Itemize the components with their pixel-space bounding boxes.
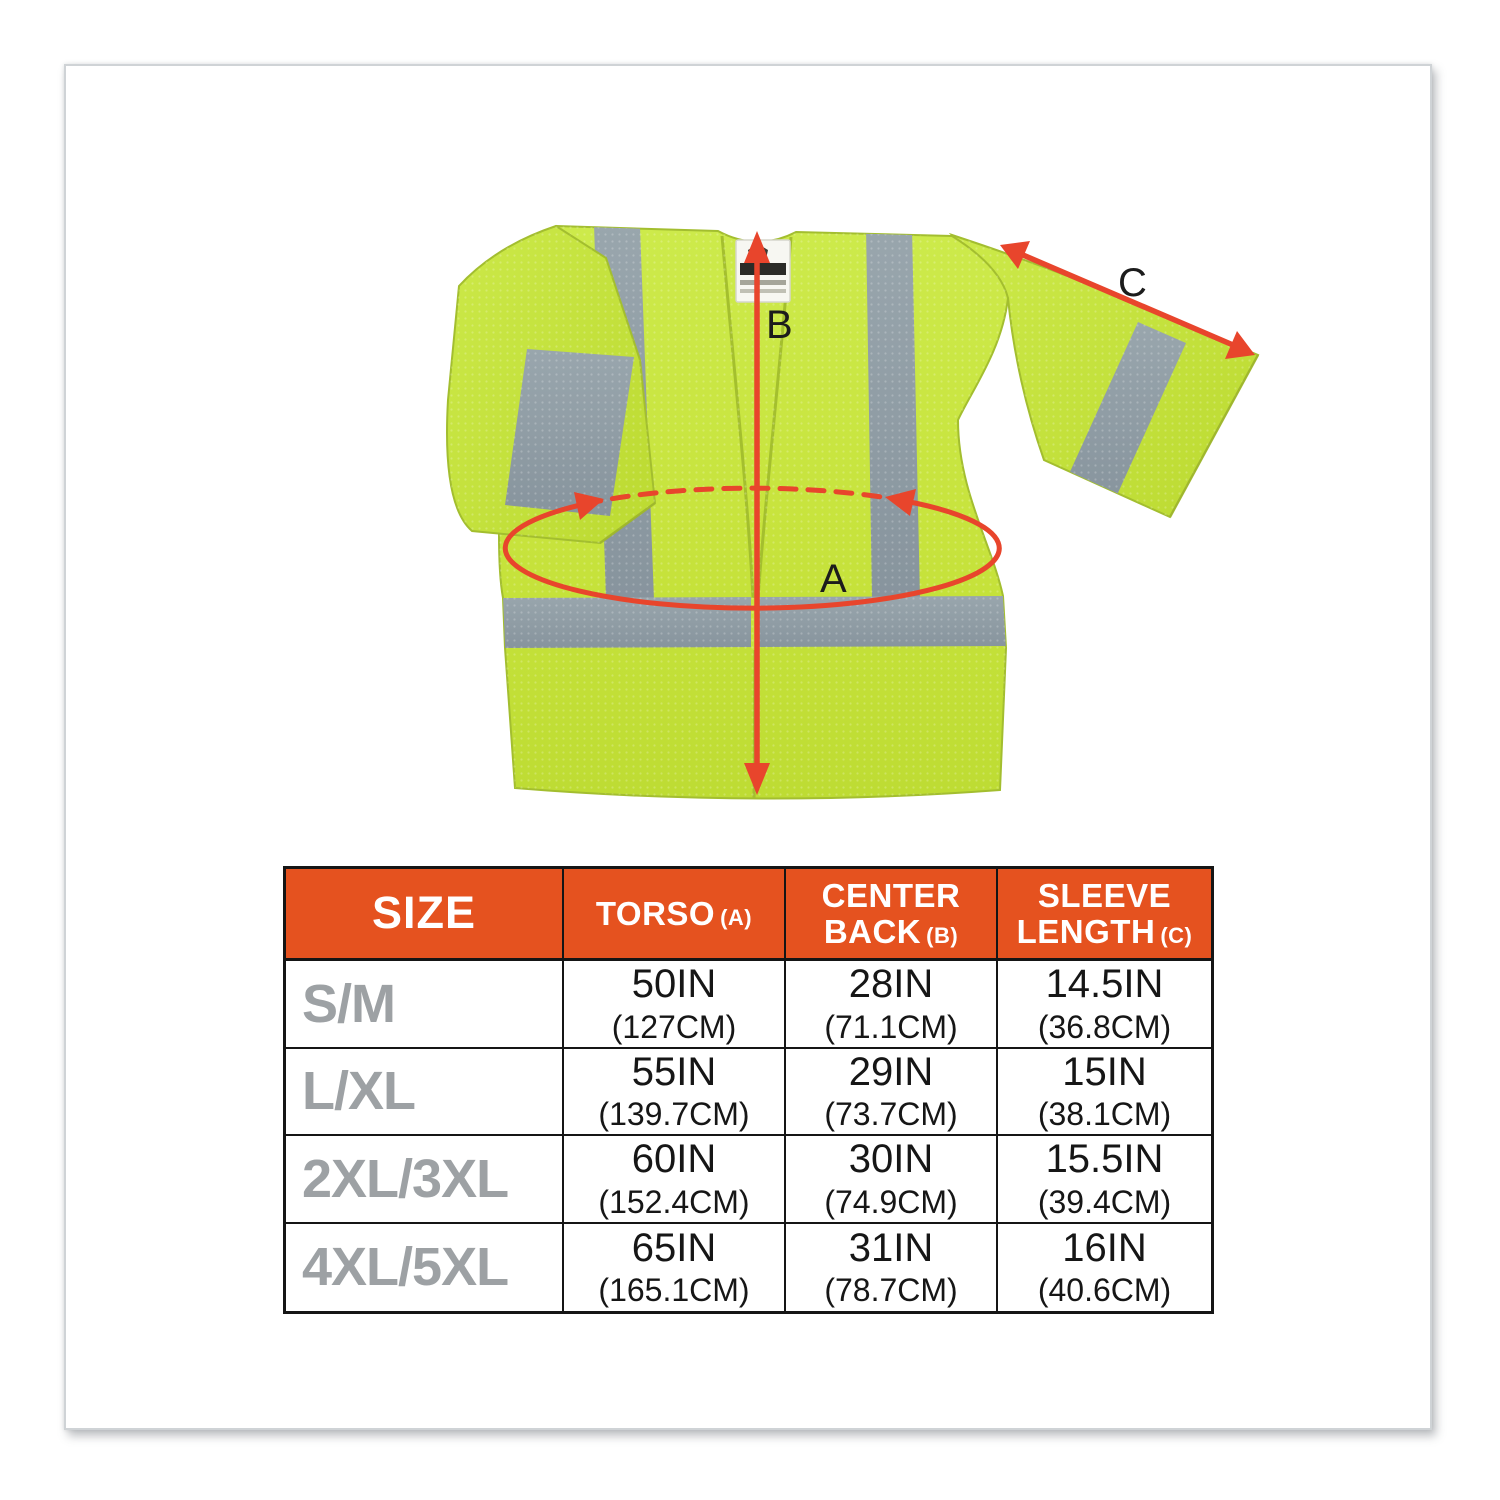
measure-label-a: A [820,557,847,601]
header-size-label: SIZE [371,887,477,939]
header-cell-torso: TORSO (A) [564,869,786,961]
center-back-measure-arrow-b [744,231,770,795]
value-in: 55IN [631,1049,717,1094]
value-cm: (38.1CM) [1037,1096,1172,1133]
value-in: 31IN [848,1225,934,1270]
value-cm: (165.1CM) [598,1272,750,1309]
row-size-label: 2XL/3XL [286,1136,564,1224]
cell-center-back: 31IN (78.7CM) [786,1223,998,1311]
size-chart-table: SIZE TORSO (A) CENTER BACK (B) SLEEVE LE… [283,866,1214,1314]
header-center-line1: CENTER [821,876,961,914]
value-cm: (152.4CM) [598,1183,750,1220]
header-cell-center-back: CENTER BACK (B) [786,869,998,961]
value-cm: (139.7CM) [598,1096,750,1133]
cell-torso: 65IN (165.1CM) [564,1223,786,1311]
value-in: 60IN [631,1137,717,1182]
torso-measure-ellipse-a [502,485,1002,611]
cell-sleeve-length: 16IN (40.6CM) [998,1224,1211,1312]
value-cm: (36.8CM) [1037,1008,1172,1045]
cell-torso: 55IN (139.7CM) [564,1048,786,1136]
cell-torso: 60IN (152.4CM) [564,1136,786,1224]
row-size-label: L/XL [286,1048,564,1136]
value-cm: (40.6CM) [1037,1272,1172,1309]
row-size-label: 4XL/5XL [286,1223,564,1311]
measurement-annotations: A B C [502,231,1255,795]
measure-label-b: B [766,303,793,347]
cell-sleeve-length: 14.5IN (36.8CM) [998,961,1211,1049]
value-in: 65IN [631,1225,717,1270]
header-sleeve-unit: (C) [1160,922,1193,948]
cell-center-back: 29IN (73.7CM) [786,1048,998,1136]
row-size-label: S/M [286,961,564,1049]
value-in: 14.5IN [1045,962,1164,1007]
value-in: 50IN [631,962,717,1007]
cell-center-back: 30IN (74.9CM) [786,1136,998,1224]
value-in: 29IN [848,1049,934,1094]
vest-measurement-diagram: A B C [446,225,1260,800]
header-cell-size: SIZE [286,869,564,961]
value-in: 15.5IN [1045,1137,1164,1182]
measure-label-c: C [1118,261,1147,305]
size-label-text: S/M [302,973,396,1034]
value-in: 16IN [1062,1225,1147,1270]
value-in: 15IN [1062,1049,1147,1094]
value-cm: (39.4CM) [1037,1183,1172,1220]
value-cm: (127CM) [611,1008,737,1045]
value-cm: (78.7CM) [824,1272,958,1309]
size-label-text: L/XL [302,1061,416,1122]
header-center-line2: BACK [823,912,922,950]
size-label-text: 4XL/5XL [302,1237,509,1298]
header-torso-unit: (A) [720,904,753,930]
sleeve-length-measure-arrow-c [1000,241,1255,359]
header-torso-label: TORSO [595,894,716,932]
value-cm: (73.7CM) [824,1096,958,1133]
cell-sleeve-length: 15.5IN (39.4CM) [998,1136,1211,1224]
size-label-text: 2XL/3XL [302,1148,509,1209]
header-sleeve-line2: LENGTH [1016,912,1156,950]
value-in: 28IN [848,962,934,1007]
header-cell-sleeve-length: SLEEVE LENGTH (C) [998,869,1211,961]
cell-torso: 50IN (127CM) [564,961,786,1049]
cell-center-back: 28IN (71.1CM) [786,961,998,1049]
header-center-unit: (B) [926,922,959,948]
value-in: 30IN [848,1137,934,1182]
value-cm: (74.9CM) [824,1183,958,1220]
header-sleeve-line1: SLEEVE [1037,876,1172,914]
value-cm: (71.1CM) [824,1008,958,1045]
cell-sleeve-length: 15IN (38.1CM) [998,1049,1211,1136]
